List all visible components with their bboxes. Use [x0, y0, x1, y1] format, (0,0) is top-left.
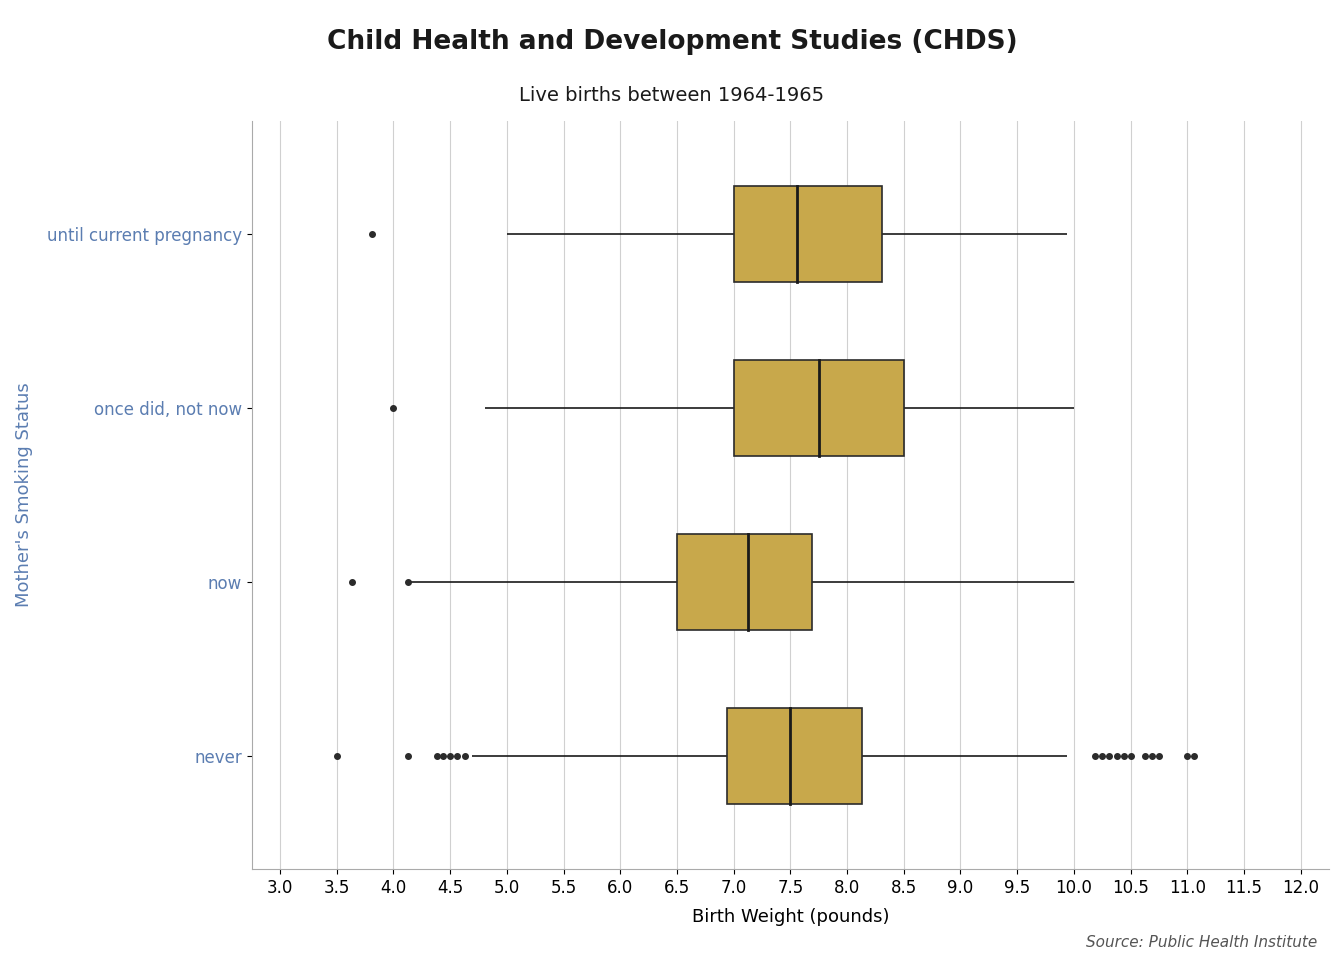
X-axis label: Birth Weight (pounds): Birth Weight (pounds)	[692, 908, 890, 925]
Bar	[734, 186, 882, 281]
Bar	[727, 708, 862, 804]
Bar	[677, 534, 812, 630]
Bar	[734, 360, 903, 456]
Text: Child Health and Development Studies (CHDS): Child Health and Development Studies (CH…	[327, 29, 1017, 55]
Y-axis label: Mother's Smoking Status: Mother's Smoking Status	[15, 382, 34, 607]
Text: Source: Public Health Institute: Source: Public Health Institute	[1086, 935, 1317, 950]
Text: Live births between 1964-1965: Live births between 1964-1965	[519, 86, 825, 106]
